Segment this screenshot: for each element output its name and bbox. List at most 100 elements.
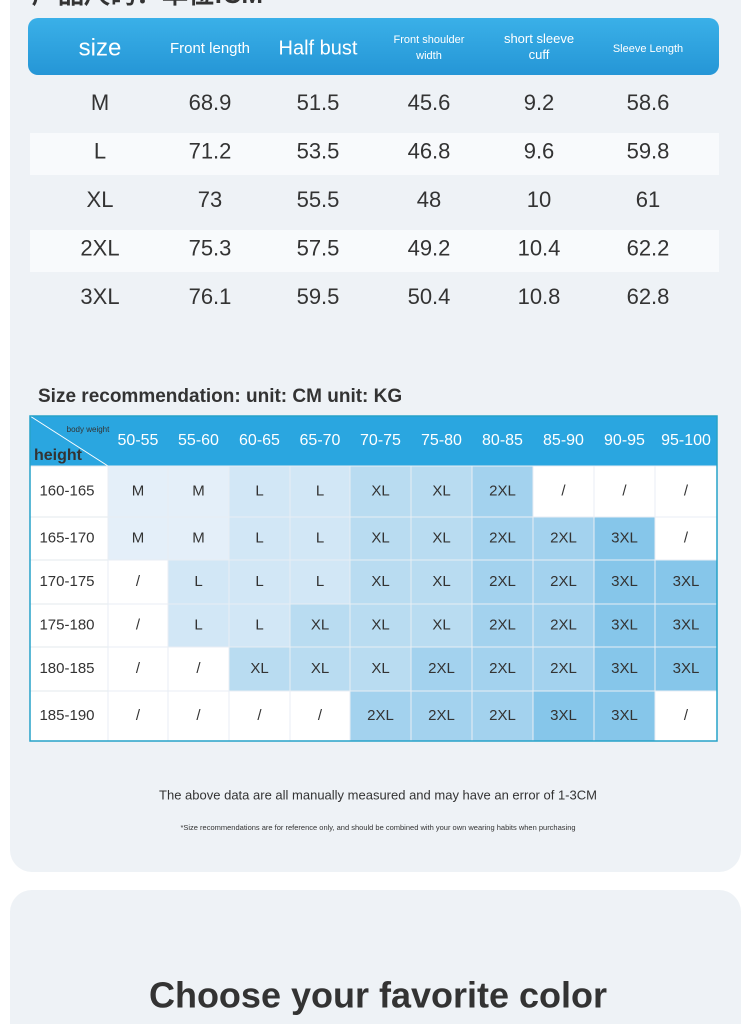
cell: L (316, 529, 324, 546)
cell: 2XL (550, 660, 577, 677)
cell: L (194, 616, 202, 633)
column-header: size (79, 34, 122, 61)
cell-bg (228, 465, 291, 518)
cell: 2XL (489, 616, 516, 633)
cell-bg (167, 516, 230, 561)
row-stripe (30, 133, 719, 175)
cell-bg (654, 559, 718, 605)
row-label: 180-185 (39, 660, 94, 677)
cell-bg (410, 516, 473, 561)
cell: 2XL (489, 707, 516, 724)
column-header: Sleeve Length (613, 43, 683, 55)
row-label: 175-180 (39, 616, 94, 633)
recommendation-title: Size recommendation: unit: CM unit: KG (38, 386, 402, 407)
cell-bg (107, 603, 169, 648)
cell-bg (167, 646, 230, 692)
cell: / (196, 707, 201, 724)
row-label-cell (29, 646, 109, 692)
cell: 59.5 (297, 284, 340, 309)
column-header: 60-65 (239, 432, 280, 449)
cell: / (684, 529, 689, 546)
cell-bg (107, 559, 169, 605)
cell: 2XL (80, 235, 119, 260)
cell: 46.8 (408, 138, 451, 163)
cell: 2XL (428, 707, 455, 724)
column-header: 55-60 (178, 432, 219, 449)
cell: 10 (527, 187, 551, 212)
column-header: short sleeve cuff (504, 31, 574, 62)
cell: 68.9 (189, 90, 232, 115)
cell: 3XL (673, 616, 700, 633)
cell: 3XL (611, 616, 638, 633)
cell-bg (228, 516, 291, 561)
cell: L (255, 482, 263, 499)
cell: L (194, 573, 202, 590)
cell: / (136, 616, 141, 633)
column-header: Front length (170, 40, 250, 57)
note: The above data are all manually measured… (159, 787, 597, 802)
column-header: 65-70 (300, 432, 341, 449)
cell: L (94, 138, 106, 163)
cell-bg (167, 465, 230, 518)
cell-bg (289, 516, 351, 561)
table-border (29, 415, 718, 742)
cell-bg (349, 516, 412, 561)
cell-bg (289, 646, 351, 692)
cell-bg (471, 690, 534, 742)
cell: 3XL (611, 707, 638, 724)
cell: XL (250, 660, 268, 677)
cell: M (91, 90, 109, 115)
cell-bg (654, 465, 718, 518)
cell: L (255, 573, 263, 590)
cell-bg (654, 603, 718, 648)
row-label: 185-190 (39, 707, 94, 724)
column-header: Front shoulder width (394, 34, 465, 62)
row-stripe (30, 230, 719, 272)
cell: 75.3 (189, 235, 232, 260)
cell-bg (532, 465, 595, 518)
cell: 2XL (489, 573, 516, 590)
cell: 59.8 (627, 138, 670, 163)
cell: 55.5 (297, 187, 340, 212)
cell: 51.5 (297, 90, 340, 115)
cell: L (255, 529, 263, 546)
cell: 45.6 (408, 90, 451, 115)
cell: / (561, 482, 566, 499)
cell-bg (228, 646, 291, 692)
cell: / (196, 660, 201, 677)
cell-bg (593, 690, 656, 742)
cell: XL (371, 529, 389, 546)
cell: 2XL (550, 616, 577, 633)
column-header: 85-90 (543, 432, 584, 449)
row-label: 170-175 (39, 573, 94, 590)
cell: 53.5 (297, 138, 340, 163)
column-header: 90-95 (604, 432, 645, 449)
row-label: 160-165 (39, 482, 94, 499)
cell-bg (593, 559, 656, 605)
cell: XL (432, 529, 450, 546)
cell: / (136, 707, 141, 724)
cell: / (318, 707, 323, 724)
cell: 3XL (611, 660, 638, 677)
color-panel (10, 890, 741, 1024)
cell-bg (593, 603, 656, 648)
row-label-cell (29, 516, 109, 561)
cell: / (136, 660, 141, 677)
cell: / (684, 482, 689, 499)
cell-bg (349, 690, 412, 742)
cell-bg (654, 646, 718, 692)
cell: XL (87, 187, 114, 212)
cell: 2XL (550, 529, 577, 546)
cell: / (684, 707, 689, 724)
cell-bg (593, 465, 656, 518)
cell-bg (410, 646, 473, 692)
cell: 10.4 (518, 235, 561, 260)
column-header: 95-100 (661, 432, 711, 449)
cell: 2XL (489, 482, 516, 499)
cell-bg (107, 465, 169, 518)
column-header: 80-85 (482, 432, 523, 449)
cell: 2XL (489, 660, 516, 677)
cell: XL (371, 573, 389, 590)
cell: 48 (417, 187, 441, 212)
